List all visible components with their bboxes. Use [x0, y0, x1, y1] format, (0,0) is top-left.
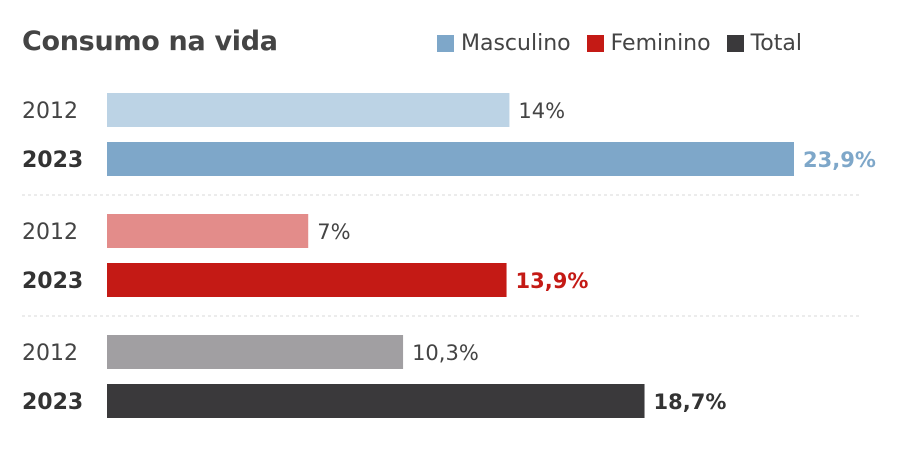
bar-feminino-2023	[107, 263, 507, 297]
value-label-masculino-2023: 23,9%	[803, 148, 876, 172]
legend-item-masculino: Masculino	[437, 31, 571, 56]
bar-total-2012	[107, 335, 404, 369]
value-label-masculino-2012: 14%	[518, 99, 565, 123]
chart-legend: Masculino Feminino Total	[437, 31, 802, 56]
bar-masculino-2023	[107, 142, 794, 176]
legend-item-total: Total	[726, 31, 802, 56]
bar-masculino-2012	[107, 93, 510, 127]
legend-label-feminino: Feminino	[610, 31, 711, 56]
legend-swatch-feminino	[586, 35, 604, 52]
year-label-total-2012: 2012	[22, 341, 78, 366]
year-label-feminino-2012: 2012	[22, 220, 78, 245]
value-label-feminino-2023: 13,9%	[516, 269, 589, 293]
bar-feminino-2012	[107, 214, 309, 248]
chart-title: Consumo na vida	[22, 26, 278, 57]
legend-label-masculino: Masculino	[461, 31, 571, 56]
legend-item-feminino: Feminino	[586, 31, 711, 56]
year-label-masculino-2012: 2012	[22, 99, 78, 124]
value-label-total-2012: 10,3%	[412, 341, 479, 365]
value-label-total-2023: 18,7%	[654, 390, 727, 414]
bar-total-2023	[107, 384, 645, 418]
value-label-feminino-2012: 7%	[317, 220, 350, 244]
legend-swatch-masculino	[437, 35, 454, 52]
legend-swatch-total	[726, 35, 744, 52]
year-label-masculino-2023: 2023	[22, 148, 83, 173]
year-label-total-2023: 2023	[22, 390, 83, 415]
legend-label-total: Total	[750, 31, 802, 56]
year-label-feminino-2023: 2023	[22, 269, 83, 294]
